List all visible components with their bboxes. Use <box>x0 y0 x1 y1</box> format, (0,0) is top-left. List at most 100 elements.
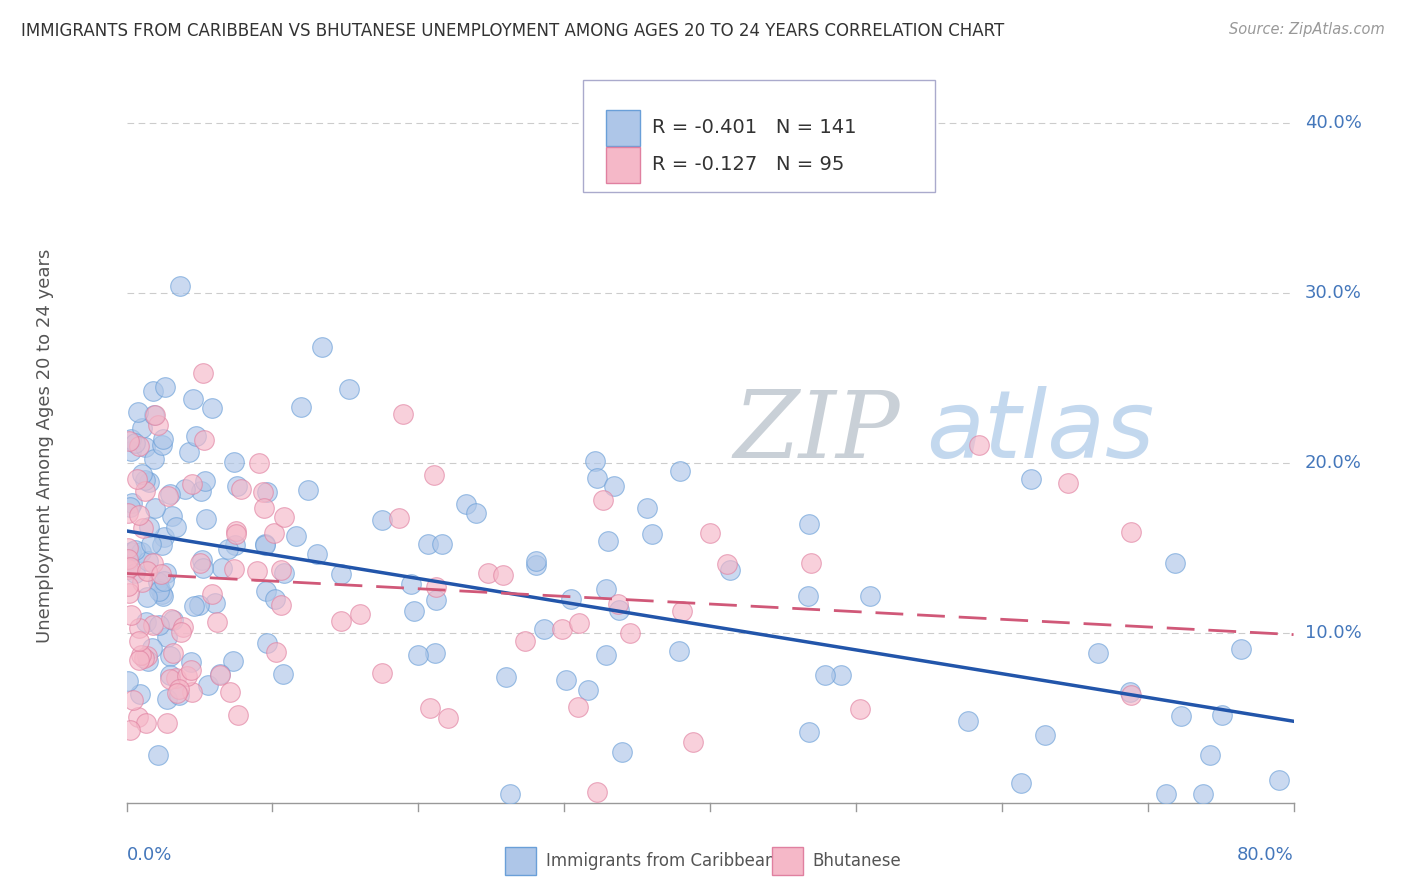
Point <box>217 541 239 556</box>
Point <box>166 686 188 700</box>
Point <box>150 438 173 452</box>
Point <box>128 652 150 666</box>
Point <box>194 474 217 488</box>
Point <box>187 598 209 612</box>
Point <box>560 591 582 606</box>
Point <box>167 682 190 697</box>
Point <box>437 711 460 725</box>
Text: Bhutanese: Bhutanese <box>813 852 901 870</box>
Point <box>211 561 233 575</box>
Point <box>150 587 173 601</box>
Point <box>607 602 630 616</box>
Point <box>146 574 169 589</box>
Point <box>183 599 205 613</box>
Point <box>180 663 202 677</box>
Point <box>668 644 690 658</box>
Point <box>583 454 606 468</box>
Point <box>224 538 246 552</box>
Point <box>134 484 156 499</box>
Point <box>134 441 156 455</box>
Point <box>849 702 872 716</box>
Point <box>1119 525 1142 540</box>
Point <box>127 710 149 724</box>
Point <box>671 604 693 618</box>
Point <box>160 612 183 626</box>
Point <box>142 384 165 398</box>
Point <box>598 533 620 548</box>
Point <box>193 433 215 447</box>
Point <box>477 566 499 581</box>
Point <box>1164 556 1187 570</box>
Point <box>682 735 704 749</box>
Point <box>222 654 245 668</box>
Point <box>191 561 214 575</box>
Point <box>219 685 242 699</box>
Point <box>1229 641 1251 656</box>
Point <box>797 724 820 739</box>
Point <box>371 513 394 527</box>
Point <box>603 479 626 493</box>
Point <box>1211 707 1233 722</box>
Point <box>636 500 658 515</box>
Point <box>226 707 249 722</box>
Point <box>194 511 217 525</box>
Point <box>1192 787 1215 801</box>
Point <box>797 516 820 531</box>
Point <box>392 407 415 421</box>
Point <box>425 580 447 594</box>
Point <box>120 444 142 458</box>
Point <box>139 537 162 551</box>
Point <box>567 699 589 714</box>
Point <box>118 434 141 448</box>
Text: 80.0%: 80.0% <box>1237 846 1294 863</box>
Point <box>209 667 232 681</box>
Point <box>1118 685 1140 699</box>
Point <box>148 583 170 598</box>
Point <box>159 487 181 501</box>
Text: Immigrants from Caribbean: Immigrants from Caribbean <box>546 852 775 870</box>
Point <box>568 615 591 630</box>
Point <box>162 646 184 660</box>
Point <box>159 648 181 663</box>
Point <box>264 645 287 659</box>
Point <box>249 456 271 470</box>
Point <box>619 625 641 640</box>
Point <box>117 579 139 593</box>
Point <box>1057 476 1080 491</box>
Point <box>170 624 193 639</box>
Point <box>669 463 692 477</box>
Point <box>142 556 165 570</box>
Point <box>967 437 990 451</box>
Point <box>253 538 276 552</box>
Point <box>197 678 219 692</box>
Point <box>270 563 292 577</box>
Point <box>162 613 184 627</box>
Point <box>136 590 159 604</box>
Point <box>273 566 295 581</box>
Point <box>201 401 224 415</box>
Point <box>201 587 224 601</box>
Point <box>204 596 226 610</box>
Point <box>222 455 245 469</box>
Point <box>117 506 139 520</box>
Point <box>495 670 517 684</box>
Point <box>349 607 371 622</box>
Point <box>592 493 614 508</box>
Point <box>329 614 352 628</box>
Point <box>131 467 153 481</box>
Point <box>585 785 607 799</box>
Point <box>1010 776 1032 790</box>
Point <box>141 640 163 655</box>
Point <box>118 586 141 600</box>
Point <box>524 558 547 572</box>
Point <box>699 525 721 540</box>
Point <box>492 568 515 582</box>
Point <box>231 482 253 496</box>
Point <box>273 510 295 524</box>
Point <box>284 529 307 543</box>
Point <box>159 667 181 681</box>
Point <box>117 562 139 576</box>
Point <box>402 604 425 618</box>
Point <box>155 380 177 394</box>
Point <box>156 692 179 706</box>
